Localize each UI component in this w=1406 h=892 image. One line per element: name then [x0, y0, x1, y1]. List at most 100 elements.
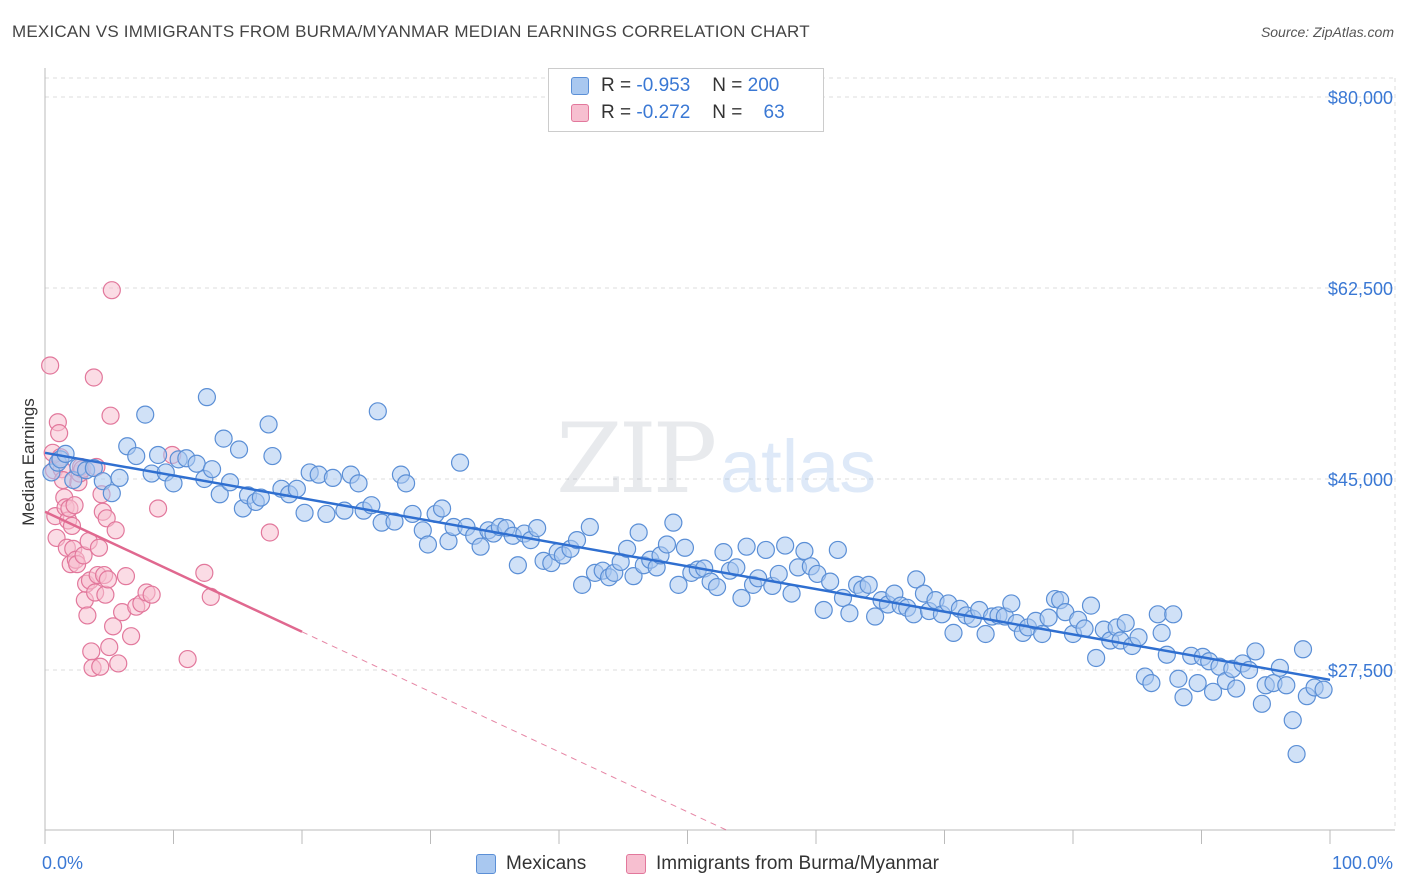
mexicans-point	[418, 535, 438, 554]
mexicans-point	[1252, 694, 1271, 713]
burma-point	[178, 649, 197, 669]
mexicans-point	[220, 473, 240, 492]
y-axis-label: Median Earnings	[19, 398, 38, 526]
mexicans-point	[136, 405, 155, 424]
burma-point	[195, 563, 214, 582]
burma-legend-label: Immigrants from Burma/Myanmar	[656, 853, 939, 874]
burma-point	[102, 281, 121, 300]
mexicans-point	[295, 503, 314, 522]
burma-point	[41, 356, 60, 375]
mexicans-point	[148, 445, 168, 465]
burma-point	[98, 570, 118, 589]
legend-row-burma: R = -0.272 N = 63	[571, 101, 785, 125]
chart-title: MEXICAN VS IMMIGRANTS FROM BURMA/MYANMAR…	[12, 22, 810, 41]
x-tick-label: 100.0%	[1332, 853, 1393, 873]
burma-trend-extension	[301, 631, 727, 831]
burma-point	[89, 538, 109, 557]
burma-point	[109, 654, 128, 673]
mexicans-point	[263, 446, 282, 466]
mexicans-point	[396, 474, 416, 493]
burma-point	[121, 627, 141, 646]
n-label: N =	[712, 102, 743, 123]
mexicans-point	[976, 624, 995, 644]
mexicans-point	[1270, 658, 1289, 677]
mexicans-point	[317, 504, 336, 524]
mexicans-point	[657, 535, 677, 554]
mexicans-point	[1169, 669, 1188, 688]
legend-row-mexicans: R = -0.953 N = 200	[571, 74, 779, 98]
watermark-zip: ZIP	[556, 403, 715, 515]
mexicans-point	[1203, 682, 1223, 701]
mexicans-point	[1277, 676, 1296, 695]
mexicans-point	[675, 538, 695, 557]
r-label: R =	[601, 75, 632, 96]
mexicans-point	[528, 519, 547, 538]
y-tick-label: $27,500	[1328, 661, 1393, 681]
burma-point	[260, 523, 279, 542]
mexicans-point	[432, 499, 452, 518]
burma-point	[78, 606, 97, 625]
y-tick-label: $45,000	[1328, 470, 1393, 490]
mexicans-point	[1081, 596, 1101, 615]
burma-point	[142, 585, 161, 604]
mexicans-point	[471, 537, 490, 556]
legend-item-burma[interactable]: Immigrants from Burma/Myanmar	[626, 851, 939, 877]
mexicans-point	[756, 540, 775, 560]
mexicans-point	[368, 402, 387, 421]
mexicans-point	[1087, 648, 1106, 668]
mexicans-point	[1039, 608, 1058, 627]
legend-item-mexicans[interactable]: Mexicans	[476, 851, 586, 877]
x-tick-label: 0.0%	[42, 853, 83, 873]
burma-point	[100, 637, 119, 657]
mexicans-point	[707, 577, 727, 597]
mexicans-point	[1287, 744, 1306, 764]
mexicans-point	[821, 572, 840, 591]
mexicans-point	[907, 570, 926, 589]
source-label: Source: ZipAtlas.com	[1260, 24, 1394, 40]
mexicans-point	[197, 388, 217, 407]
mexicans-point	[1314, 680, 1333, 699]
mexicans-series	[42, 388, 1333, 764]
burma-point	[116, 567, 136, 586]
burma-point	[104, 617, 123, 636]
burma-point	[106, 521, 125, 540]
mexicans-point	[1164, 605, 1183, 624]
mexicans-point	[618, 539, 637, 558]
y-tick-label: $62,500	[1328, 279, 1393, 299]
mexicans-point	[251, 488, 270, 507]
watermark: ZIP atlas	[556, 403, 876, 515]
mexicans-point	[1174, 688, 1193, 707]
mexicans-point	[732, 588, 751, 608]
mexicans-point	[669, 575, 688, 594]
burma-point	[82, 642, 101, 661]
mexicans-point	[1293, 640, 1313, 659]
mexicans-point	[1002, 594, 1021, 613]
burma-trend-line	[44, 510, 303, 633]
mexicans-point	[629, 523, 648, 542]
mexicans-point	[1116, 613, 1135, 633]
mexicans-point	[1152, 623, 1171, 642]
burma-point	[50, 424, 69, 443]
trend-lines	[44, 451, 1331, 831]
mexicans-point	[229, 440, 249, 459]
mexicans-point	[187, 454, 206, 473]
mexicans-point	[769, 564, 788, 584]
n-label: N =	[712, 75, 743, 96]
burma-point	[84, 368, 103, 387]
mexicans-point	[1188, 673, 1207, 693]
mexicans-point	[737, 537, 756, 556]
mexicans-point	[1148, 605, 1167, 624]
burma-point	[91, 657, 110, 676]
mexicans-point	[776, 536, 795, 555]
mexicans-point	[828, 540, 847, 560]
r-value: -0.953	[636, 75, 691, 96]
mexicans-trend-line	[44, 451, 1331, 682]
mexicans-point	[508, 556, 527, 575]
mexicans-point	[1283, 711, 1302, 730]
mexicans-point	[127, 446, 146, 466]
mexicans-point	[259, 415, 278, 434]
mexicans-point	[1246, 642, 1265, 661]
n-value: 200	[747, 75, 780, 96]
mexicans-point	[840, 604, 859, 623]
